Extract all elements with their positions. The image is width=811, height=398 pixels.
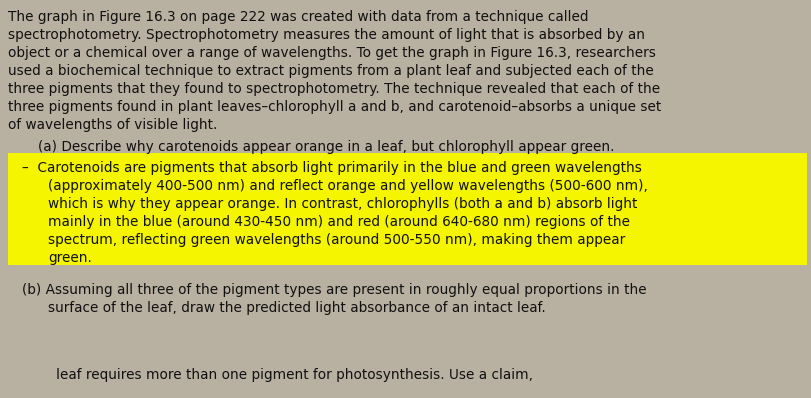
Text: surface of the leaf, draw the predicted light absorbance of an intact leaf.: surface of the leaf, draw the predicted … — [48, 301, 545, 315]
Text: three pigments that they found to spectrophotometry. The technique revealed that: three pigments that they found to spectr… — [8, 82, 659, 96]
Text: (a) Describe why carotenoids appear orange in a leaf, but chlorophyll appear gre: (a) Describe why carotenoids appear oran… — [38, 140, 614, 154]
Text: which is why they appear orange. In contrast, chlorophylls (both a and b) absorb: which is why they appear orange. In cont… — [48, 197, 637, 211]
Text: leaf requires more than one pigment for photosynthesis. Use a claim,: leaf requires more than one pigment for … — [8, 368, 532, 382]
Text: green.: green. — [48, 251, 92, 265]
Text: spectrum, reflecting green wavelengths (around 500-550 nm), making them appear: spectrum, reflecting green wavelengths (… — [48, 233, 624, 247]
Bar — [8, 153, 806, 265]
Text: three pigments found in plant leaves–chlorophyll a and b, and carotenoid–absorbs: three pigments found in plant leaves–chl… — [8, 100, 660, 114]
Text: mainly in the blue (around 430-450 nm) and red (around 640-680 nm) regions of th: mainly in the blue (around 430-450 nm) a… — [48, 215, 629, 229]
Text: (approximately 400-500 nm) and reflect orange and yellow wavelengths (500-600 nm: (approximately 400-500 nm) and reflect o… — [48, 179, 647, 193]
Text: of wavelengths of visible light.: of wavelengths of visible light. — [8, 118, 217, 132]
Text: used a biochemical technique to extract pigments from a plant leaf and subjected: used a biochemical technique to extract … — [8, 64, 653, 78]
Text: –  Carotenoids are pigments that absorb light primarily in the blue and green wa: – Carotenoids are pigments that absorb l… — [22, 161, 642, 175]
Text: (b) Assuming all three of the pigment types are present in roughly equal proport: (b) Assuming all three of the pigment ty… — [22, 283, 646, 297]
Text: The graph in Figure 16.3 on page 222 was created with data from a technique call: The graph in Figure 16.3 on page 222 was… — [8, 10, 588, 24]
Text: spectrophotometry. Spectrophotometry measures the amount of light that is absorb: spectrophotometry. Spectrophotometry mea… — [8, 28, 644, 42]
Text: object or a chemical over a range of wavelengths. To get the graph in Figure 16.: object or a chemical over a range of wav… — [8, 46, 655, 60]
